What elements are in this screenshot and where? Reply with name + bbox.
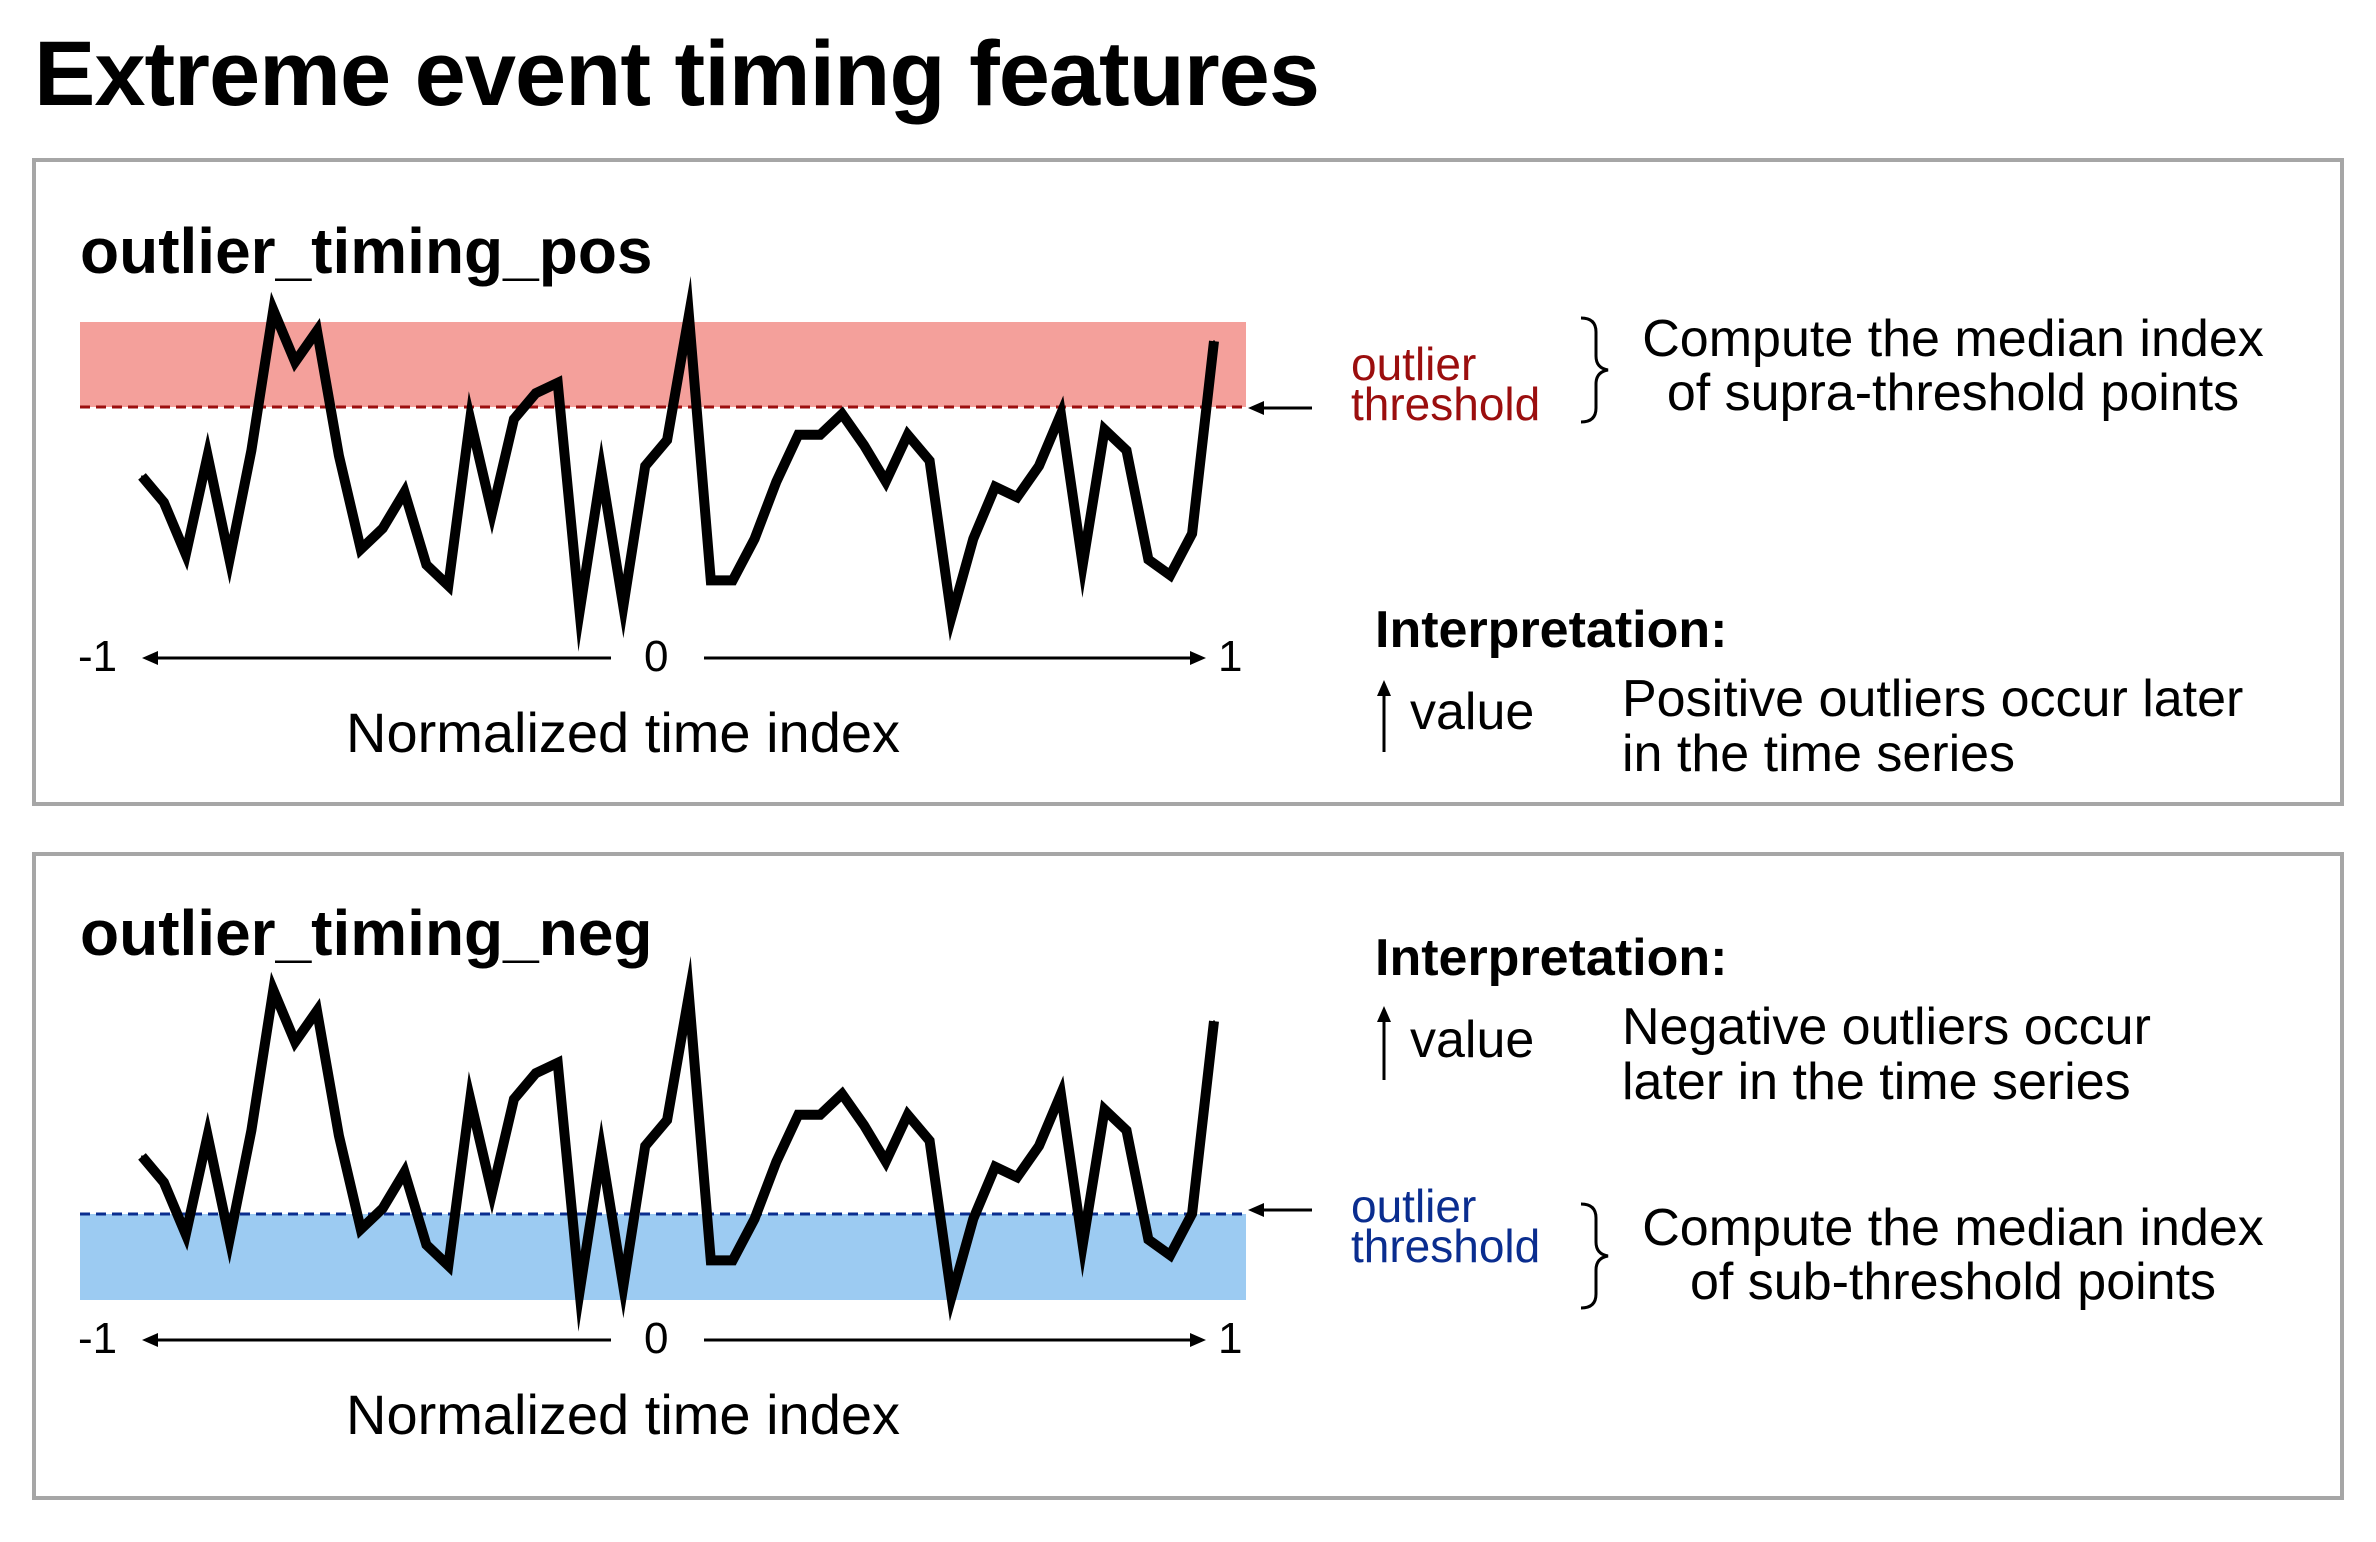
interpretation-heading: Interpretation: (1375, 929, 1728, 987)
panel-outlier-timing-pos: outlier_timing_pos outlier threshold Com… (32, 158, 2344, 806)
brace-icon (1580, 1202, 1609, 1310)
tick-label-zero: 0 (644, 632, 669, 681)
method-line-2: of supra-threshold points (1666, 364, 2240, 422)
axis-label: Normalized time index (346, 1383, 900, 1446)
value-label: value (1410, 683, 1535, 741)
figure-title: Extreme event timing features (34, 23, 1320, 125)
supra-threshold-region (80, 322, 1246, 407)
timing-plot-pos (80, 275, 1609, 752)
arrowhead (1377, 1006, 1391, 1022)
time-series-line (138, 275, 1219, 652)
arrowhead (1248, 401, 1264, 415)
panel-title: outlier_timing_pos (80, 215, 653, 287)
panel-outlier-timing-neg: outlier_timing_neg outlier threshold Com… (32, 852, 2344, 1500)
axis-label: Normalized time index (346, 701, 900, 764)
threshold-label-threshold: threshold (1351, 378, 1541, 430)
arrowhead (142, 651, 158, 665)
arrowhead (1248, 1203, 1264, 1217)
panel-title: outlier_timing_neg (80, 897, 653, 969)
interpretation-line-2: later in the time series (1622, 1053, 2131, 1111)
timing-plot-neg (80, 955, 1609, 1347)
tick-label-zero: 0 (644, 1314, 669, 1363)
tick-label-one: 1 (1218, 1314, 1243, 1363)
brace-icon (1580, 316, 1609, 424)
method-line-1: Compute the median index (1642, 1199, 2264, 1257)
arrowhead (142, 1333, 158, 1347)
arrowhead (1190, 1333, 1206, 1347)
tick-label-minus-one: -1 (78, 632, 118, 681)
time-series-line (138, 955, 1219, 1332)
interpretation-line-1: Negative outliers occur (1622, 998, 2151, 1056)
interpretation-heading: Interpretation: (1375, 601, 1728, 659)
value-label: value (1410, 1011, 1535, 1069)
interpretation-line-1: Positive outliers occur later (1622, 670, 2244, 728)
arrowhead (1377, 680, 1391, 696)
tick-label-minus-one: -1 (78, 1314, 118, 1363)
threshold-label-outlier: outlier (1351, 1180, 1477, 1232)
threshold-label-outlier: outlier (1351, 338, 1477, 390)
method-line-2: of sub-threshold points (1689, 1253, 2217, 1311)
tick-label-one: 1 (1218, 632, 1243, 681)
sub-threshold-region (80, 1214, 1246, 1300)
threshold-label-threshold: threshold (1351, 1220, 1541, 1272)
method-line-1: Compute the median index (1642, 310, 2264, 368)
interpretation-line-2: in the time series (1622, 725, 2016, 783)
arrowhead (1190, 651, 1206, 665)
